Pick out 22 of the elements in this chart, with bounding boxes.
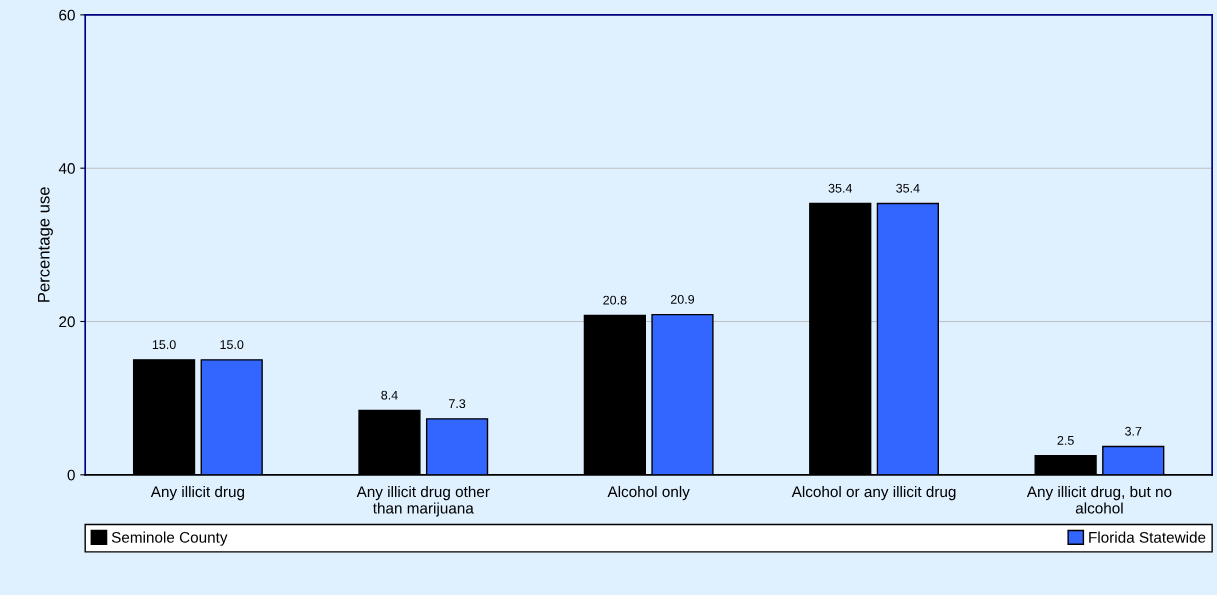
- x-tick-label: Alcohol only: [607, 485, 690, 501]
- x-tick-label: Any illicit drug: [150, 485, 245, 501]
- x-tick-label: Any illicit drug, but no alcohol: [1026, 485, 1172, 514]
- data-label: 3.7: [1125, 426, 1142, 436]
- data-label: 8.4: [381, 390, 398, 400]
- data-label: 35.4: [828, 183, 853, 193]
- x-tick-label: Any illicit drug other than marijuana: [356, 485, 490, 517]
- data-label: 35.4: [896, 183, 920, 193]
- y-tick-label: 60: [59, 9, 75, 21]
- legend-label: Florida Statewide: [1089, 531, 1206, 543]
- y-axis-title: Percentage use: [38, 187, 53, 302]
- y-tick-label: 20: [59, 316, 75, 328]
- data-label: 15.0: [220, 340, 244, 350]
- data-label: 20.8: [603, 295, 627, 305]
- data-label: 2.5: [1057, 435, 1074, 445]
- legend-label: Seminole County: [111, 531, 228, 546]
- y-tick-label: 0: [67, 469, 75, 481]
- data-label: 20.9: [670, 294, 695, 304]
- y-tick-label: 40: [58, 163, 75, 174]
- x-tick-label: Alcohol or any illicit drug: [791, 485, 956, 501]
- data-label: 15.0: [152, 340, 176, 350]
- data-label: 7.3: [449, 399, 466, 409]
